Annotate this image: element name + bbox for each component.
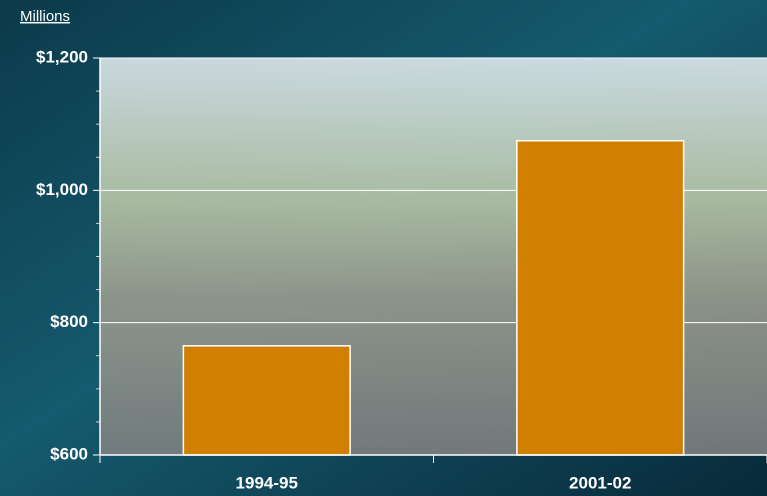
- y-tick-label: $1,000: [36, 180, 88, 199]
- y-tick-label: $1,200: [36, 47, 88, 66]
- y-tick-label: $600: [50, 444, 88, 463]
- y-axis-label: Millions: [20, 8, 70, 25]
- bar: [182, 345, 351, 456]
- x-tick-label: 1994-95: [236, 473, 298, 492]
- y-tick-label: $800: [50, 312, 88, 331]
- bar: [516, 139, 685, 456]
- x-tick-label: 2001-02: [569, 473, 631, 492]
